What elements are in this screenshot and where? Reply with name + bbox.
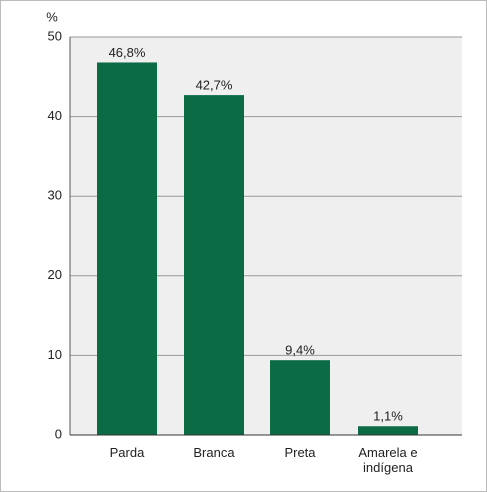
value-label: 9,4% bbox=[285, 343, 315, 358]
y-tick-label: 30 bbox=[48, 188, 62, 203]
bar bbox=[270, 360, 330, 435]
bar bbox=[184, 95, 244, 435]
x-tick-label: Branca bbox=[193, 445, 235, 460]
value-label: 46,8% bbox=[109, 45, 146, 60]
x-tick-label: Parda bbox=[109, 445, 145, 460]
y-axis-label: % bbox=[46, 9, 58, 24]
y-tick-label: 50 bbox=[48, 28, 62, 43]
value-label: 1,1% bbox=[373, 409, 403, 424]
y-tick-label: 40 bbox=[48, 108, 62, 123]
value-label: 42,7% bbox=[196, 78, 233, 93]
x-tick-label: Preta bbox=[284, 445, 316, 460]
y-tick-label: 0 bbox=[55, 426, 62, 441]
x-tick-label: Amarela e indígena bbox=[358, 445, 418, 475]
bar bbox=[97, 62, 157, 436]
bar bbox=[358, 426, 418, 435]
y-tick-label: 20 bbox=[48, 267, 62, 282]
y-tick-label: 10 bbox=[48, 347, 62, 362]
